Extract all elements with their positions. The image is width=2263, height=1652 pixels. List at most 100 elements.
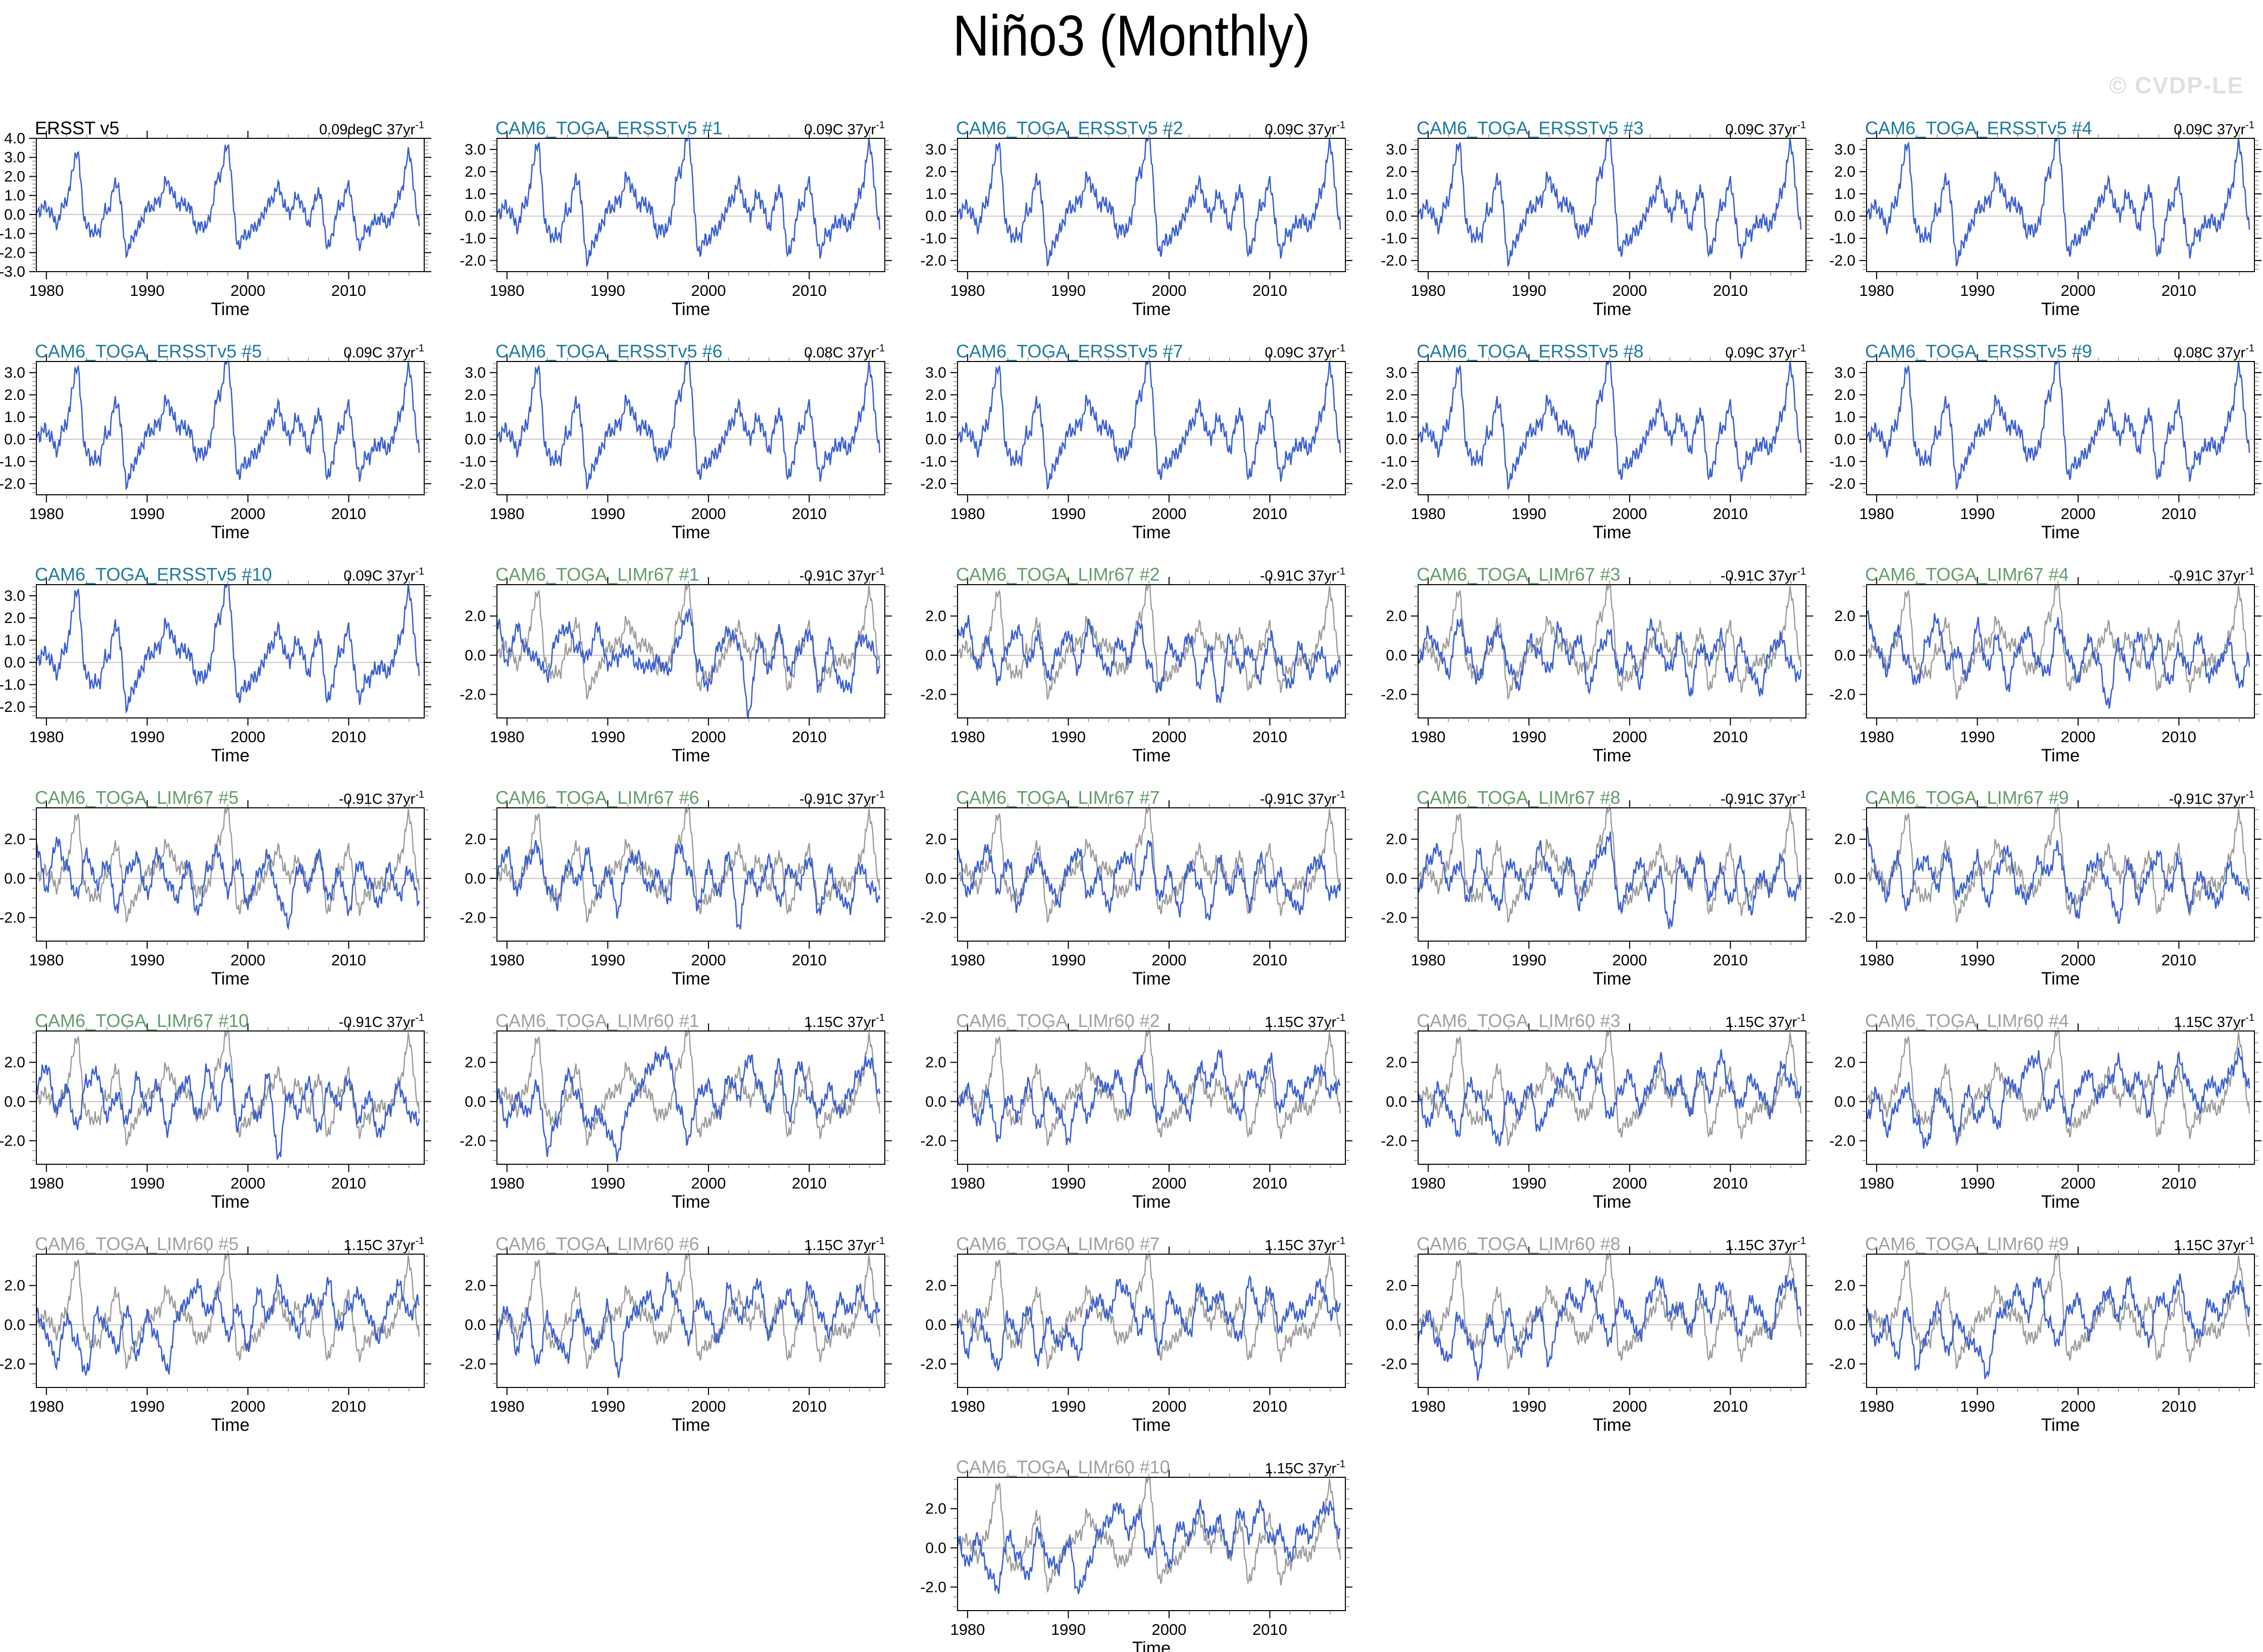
y-axis-tick-label: -1.0 xyxy=(460,453,486,470)
y-axis-tick-label: -3.0 xyxy=(0,264,25,280)
y-axis-tick-label: 3.0 xyxy=(465,365,486,381)
x-axis-tick-label: 2000 xyxy=(2060,505,2095,523)
timeseries-panel: -2.0 -1.0 0.0 1.0 2.0 3.0 1980 1990 2000 2010 Time… xyxy=(1381,118,1813,319)
x-axis-tick-label: 2000 xyxy=(2060,728,2095,746)
x-axis-tick-label: 1990 xyxy=(1512,505,1546,523)
x-axis-tick-label: 2000 xyxy=(230,1398,265,1415)
panel-trend-label: -0.91C 37yr-1 xyxy=(799,789,885,807)
y-axis-tick-label: 3.0 xyxy=(1386,365,1407,381)
y-axis-tick-label: 1.0 xyxy=(1834,409,1855,426)
y-axis-tick-label: 2.0 xyxy=(1834,387,1855,403)
y-axis-tick-label: -2.0 xyxy=(1829,476,1855,492)
model-series-line xyxy=(497,362,881,491)
plot-frame xyxy=(957,1254,1346,1388)
x-axis-tick-label: 2010 xyxy=(1252,1174,1287,1192)
y-axis-tick-label: -2.0 xyxy=(460,909,486,926)
timeseries-panel: -2.0 0.0 2.0 1980 1990 2000 2010 Time CAM6_TOGA_… xyxy=(460,787,892,989)
x-axis-tick-label: 2010 xyxy=(2161,505,2196,523)
y-axis-tick-label: 2.0 xyxy=(1386,831,1407,848)
panel-trend-label: 0.09C 37yr-1 xyxy=(804,120,885,138)
time-axis-label: Time xyxy=(211,1415,249,1435)
plot-frame xyxy=(36,138,425,272)
plot-frame xyxy=(496,584,885,718)
timeseries-panel: -2.0 0.0 2.0 1980 1990 2000 2010 Time CAM6_TOGA_… xyxy=(920,787,1352,989)
x-axis-tick-label: 2010 xyxy=(2161,728,2196,746)
y-axis-tick-label: 3.0 xyxy=(925,365,946,381)
x-axis-tick-label: 2000 xyxy=(230,1174,265,1192)
y-axis-tick-label: 2.0 xyxy=(465,164,486,180)
x-axis-tick-label: 1990 xyxy=(1051,728,1086,746)
timeseries-panel: -2.0 0.0 2.0 1980 1990 2000 2010 Time CAM6_TOGA_… xyxy=(920,564,1352,765)
time-axis-label: Time xyxy=(1132,969,1171,989)
plot-frame xyxy=(496,1254,885,1388)
timeseries-panel: -2.0 0.0 2.0 1980 1990 2000 2010 Time CAM6_TOGA_… xyxy=(1381,564,1813,765)
panel-title: CAM6_TOGA_LIMr60 #1 xyxy=(495,1010,699,1031)
y-axis-tick-label: -2.0 xyxy=(920,1579,946,1595)
x-axis-tick-label: 1980 xyxy=(950,951,985,969)
x-axis-tick-label: 2000 xyxy=(230,505,265,523)
panel-trend-label: -0.91C 37yr-1 xyxy=(1260,789,1345,807)
y-axis-tick-label: 0.0 xyxy=(465,870,486,887)
y-axis-tick-label: 2.0 xyxy=(1834,831,1855,848)
panel-title: CAM6_TOGA_LIMr67 #7 xyxy=(956,787,1160,808)
y-axis-tick-label: 0.0 xyxy=(1386,1094,1407,1110)
x-axis-tick-label: 1980 xyxy=(489,282,524,299)
obs-series-line xyxy=(1418,585,1802,700)
cvdp-watermark: © CVDP-LE xyxy=(2109,72,2244,98)
y-axis-tick-label: -2.0 xyxy=(1381,1356,1407,1372)
x-axis-tick-label: 2010 xyxy=(1252,1398,1287,1415)
panel-title: CAM6_TOGA_LIMr67 #2 xyxy=(956,564,1160,585)
timeseries-panel: -2.0 -1.0 0.0 1.0 2.0 3.0 1980 1990 2000 2010 Time… xyxy=(0,564,431,765)
model-series-line xyxy=(1418,138,1802,268)
model-series-line xyxy=(497,840,881,930)
y-axis-tick-label: -1.0 xyxy=(0,677,25,693)
y-axis-tick-label: -2.0 xyxy=(1381,909,1407,926)
x-axis-tick-label: 2010 xyxy=(792,505,827,523)
timeseries-panel: -2.0 0.0 2.0 1980 1990 2000 2010 Time CAM6_TOGA_… xyxy=(0,1010,431,1212)
x-axis-tick-label: 2000 xyxy=(230,951,265,969)
y-axis-tick-label: -2.0 xyxy=(0,1132,25,1149)
y-axis-tick-label: -1.0 xyxy=(1829,453,1855,470)
y-axis-tick-label: 0.0 xyxy=(925,1540,946,1557)
panel-title: CAM6_TOGA_LIMr67 #5 xyxy=(35,787,239,808)
y-axis-tick-label: 2.0 xyxy=(1386,164,1407,180)
x-axis-tick-label: 1990 xyxy=(590,728,625,746)
panel-title: CAM6_TOGA_LIMr60 #10 xyxy=(956,1457,1170,1477)
panel-trend-label: 0.09degC 37yr-1 xyxy=(319,120,424,138)
y-axis-tick-label: -2.0 xyxy=(920,686,946,703)
x-axis-tick-label: 2010 xyxy=(331,505,366,523)
panel-title: CAM6_TOGA_ERSSTv5 #9 xyxy=(1865,341,2092,362)
y-axis-tick-label: -2.0 xyxy=(0,476,25,492)
plot-frame xyxy=(957,361,1346,495)
plot-frame xyxy=(957,138,1346,272)
panel-trend-label: 0.09C 37yr-1 xyxy=(1265,343,1345,361)
y-axis-tick-label: 0.0 xyxy=(4,206,25,223)
plot-frame xyxy=(36,361,425,495)
x-axis-tick-label: 2000 xyxy=(1612,1174,1647,1192)
x-axis-tick-label: 2010 xyxy=(2161,1174,2196,1192)
x-axis-tick-label: 2010 xyxy=(331,282,366,299)
model-series-line xyxy=(1867,1047,2250,1149)
timeseries-panel: -2.0 0.0 2.0 1980 1990 2000 2010 Time CAM6_TOGA_… xyxy=(460,1233,892,1435)
y-axis-tick-label: -1.0 xyxy=(1829,230,1855,247)
panel-trend-label: 1.15C 37yr-1 xyxy=(2174,1235,2254,1254)
x-axis-tick-label: 2000 xyxy=(230,282,265,299)
x-axis-tick-label: 1990 xyxy=(1512,1398,1546,1415)
x-axis-tick-label: 1980 xyxy=(489,505,524,523)
y-axis-tick-label: -2.0 xyxy=(1829,1132,1855,1149)
panel-trend-label: 1.15C 37yr-1 xyxy=(1725,1012,1806,1030)
model-series-line xyxy=(1418,831,1802,930)
x-axis-tick-label: 2010 xyxy=(792,951,827,969)
time-axis-label: Time xyxy=(211,969,249,989)
model-series-line xyxy=(958,1499,1341,1594)
panel-trend-label: 0.09C 37yr-1 xyxy=(1725,120,1806,138)
model-series-line xyxy=(36,144,420,259)
time-axis-label: Time xyxy=(1593,746,1631,765)
panel-title: CAM6_TOGA_LIMr67 #4 xyxy=(1865,564,2069,585)
y-axis-tick-label: -2.0 xyxy=(920,909,946,926)
x-axis-tick-label: 1990 xyxy=(130,951,165,969)
y-axis-tick-label: -2.0 xyxy=(1381,1132,1407,1149)
x-axis-tick-label: 2010 xyxy=(331,1174,366,1192)
x-axis-tick-label: 1990 xyxy=(1051,1398,1086,1415)
time-axis-label: Time xyxy=(672,746,710,765)
